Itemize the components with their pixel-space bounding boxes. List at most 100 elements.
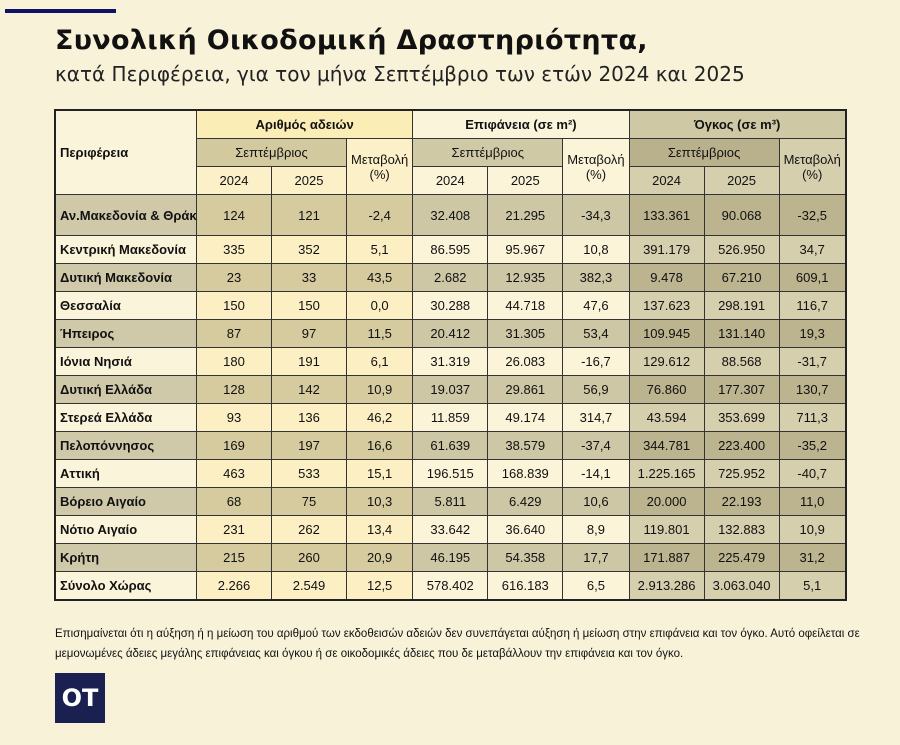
value-cell: 197 xyxy=(271,431,347,460)
value-cell: 44.718 xyxy=(487,291,564,320)
value-cell: 382,3 xyxy=(562,263,630,292)
value-cell: 314,7 xyxy=(562,403,630,432)
value-cell: -40,7 xyxy=(778,459,847,488)
value-cell: 15,1 xyxy=(345,459,414,488)
value-cell: 578.402 xyxy=(412,571,489,601)
ot-logo: OT xyxy=(55,673,105,723)
value-cell: 223.400 xyxy=(703,431,780,460)
value-cell: 31,2 xyxy=(778,543,847,572)
value-cell: 56,9 xyxy=(562,375,630,404)
value-cell: 20,9 xyxy=(345,543,414,572)
value-cell: 46,2 xyxy=(345,403,414,432)
region-header: Περιφέρεια xyxy=(54,109,197,195)
value-cell: 109.945 xyxy=(628,319,705,348)
table-row: Νότιο Αιγαίο 231 262 13,4 33.642 36.640 8,9 119… xyxy=(54,515,847,544)
table-row: Κρήτη 215 260 20,9 46.195 54.358 17,7 171.887 22… xyxy=(54,543,847,572)
group-header-area: Επιφάνεια (σε m²) xyxy=(412,109,630,139)
group-header-permits: Αριθμός αδειών xyxy=(195,109,414,139)
value-cell: 46.195 xyxy=(412,543,489,572)
value-cell: -16,7 xyxy=(562,347,630,376)
accent-bar xyxy=(5,9,116,13)
value-cell: 129.612 xyxy=(628,347,705,376)
value-cell: 335 xyxy=(196,235,272,264)
value-cell: 391.179 xyxy=(628,235,705,264)
value-cell: 10,3 xyxy=(345,487,414,516)
value-cell: 191 xyxy=(271,347,347,376)
value-cell: 19,3 xyxy=(778,319,847,348)
value-cell: 0,0 xyxy=(345,291,414,320)
value-cell: 150 xyxy=(271,291,347,320)
value-cell: 33.642 xyxy=(412,515,489,544)
value-cell: 463 xyxy=(196,459,272,488)
value-cell: 31.319 xyxy=(412,347,489,376)
value-cell: 5.811 xyxy=(412,487,489,516)
value-cell: -2,4 xyxy=(345,194,414,236)
value-cell: 97 xyxy=(271,319,347,348)
region-cell: Στερεά Ελλάδα xyxy=(54,403,197,432)
value-cell: 171.887 xyxy=(628,543,705,572)
value-cell: 3.063.040 xyxy=(703,571,780,601)
value-cell: 13,4 xyxy=(345,515,414,544)
value-cell: -34,3 xyxy=(562,194,630,236)
value-cell: 196.515 xyxy=(412,459,489,488)
value-cell: -31,7 xyxy=(778,347,847,376)
value-cell: 47,6 xyxy=(562,291,630,320)
table-row: Δυτική Μακεδονία 23 33 43,5 2.682 12.935 382,3… xyxy=(54,263,847,292)
value-cell: 86.595 xyxy=(412,235,489,264)
value-cell: 34,7 xyxy=(778,235,847,264)
region-cell: Δυτική Μακεδονία xyxy=(54,263,197,292)
value-cell: 616.183 xyxy=(487,571,564,601)
region-cell: Σύνολο Χώρας xyxy=(54,571,197,601)
value-cell: 533 xyxy=(271,459,347,488)
value-cell: 609,1 xyxy=(778,263,847,292)
value-cell: 2.266 xyxy=(196,571,272,601)
value-cell: 168.839 xyxy=(487,459,564,488)
month-header: Σεπτέμβριος xyxy=(196,138,347,167)
value-cell: 136 xyxy=(271,403,347,432)
value-cell: 9.478 xyxy=(628,263,705,292)
value-cell: 725.952 xyxy=(703,459,780,488)
value-cell: 17,7 xyxy=(562,543,630,572)
value-cell: 128 xyxy=(196,375,272,404)
value-cell: -14,1 xyxy=(562,459,630,488)
year-header: 2025 xyxy=(703,166,780,195)
value-cell: 2.682 xyxy=(412,263,489,292)
value-cell: 260 xyxy=(271,543,347,572)
year-header: 2025 xyxy=(271,166,347,195)
value-cell: 526.950 xyxy=(703,235,780,264)
value-cell: 76.860 xyxy=(628,375,705,404)
value-cell: 10,9 xyxy=(345,375,414,404)
table-row: Ιόνια Νησιά 180 191 6,1 31.319 26.083 -16,7 129… xyxy=(54,347,847,376)
value-cell: 12,5 xyxy=(345,571,414,601)
value-cell: 75 xyxy=(271,487,347,516)
value-cell: 225.479 xyxy=(703,543,780,572)
value-cell: 262 xyxy=(271,515,347,544)
region-cell: Αν.Μακεδονία & Θράκη xyxy=(54,194,197,236)
table-row: Πελοπόννησος 169 197 16,6 61.639 38.579 -37,4 3… xyxy=(54,431,847,460)
value-cell: 12.935 xyxy=(487,263,564,292)
value-cell: 10,6 xyxy=(562,487,630,516)
value-cell: 344.781 xyxy=(628,431,705,460)
footnote: Επισημαίνεται ότι η αύξηση ή η μείωση το… xyxy=(55,628,860,660)
value-cell: 131.140 xyxy=(703,319,780,348)
value-cell: 33 xyxy=(271,263,347,292)
value-cell: 180 xyxy=(196,347,272,376)
region-cell: Κρήτη xyxy=(54,543,197,572)
value-cell: 352 xyxy=(271,235,347,264)
value-cell: 10,9 xyxy=(778,515,847,544)
value-cell: 43.594 xyxy=(628,403,705,432)
value-cell: 53,4 xyxy=(562,319,630,348)
change-header: Μεταβολή (%) xyxy=(778,138,847,195)
value-cell: 132.883 xyxy=(703,515,780,544)
table-row: Ήπειρος 87 97 11,5 20.412 31.305 53,4 109.945 13… xyxy=(54,319,847,348)
page-title: Συνολική Οικοδομική Δραστηριότητα, xyxy=(55,25,648,56)
value-cell: 32.408 xyxy=(412,194,489,236)
value-cell: 95.967 xyxy=(487,235,564,264)
table-row: Δυτική Ελλάδα 128 142 10,9 19.037 29.861 56,9 7… xyxy=(54,375,847,404)
value-cell: 23 xyxy=(196,263,272,292)
value-cell: 231 xyxy=(196,515,272,544)
value-cell: 54.358 xyxy=(487,543,564,572)
value-cell: 142 xyxy=(271,375,347,404)
year-header: 2024 xyxy=(628,166,705,195)
